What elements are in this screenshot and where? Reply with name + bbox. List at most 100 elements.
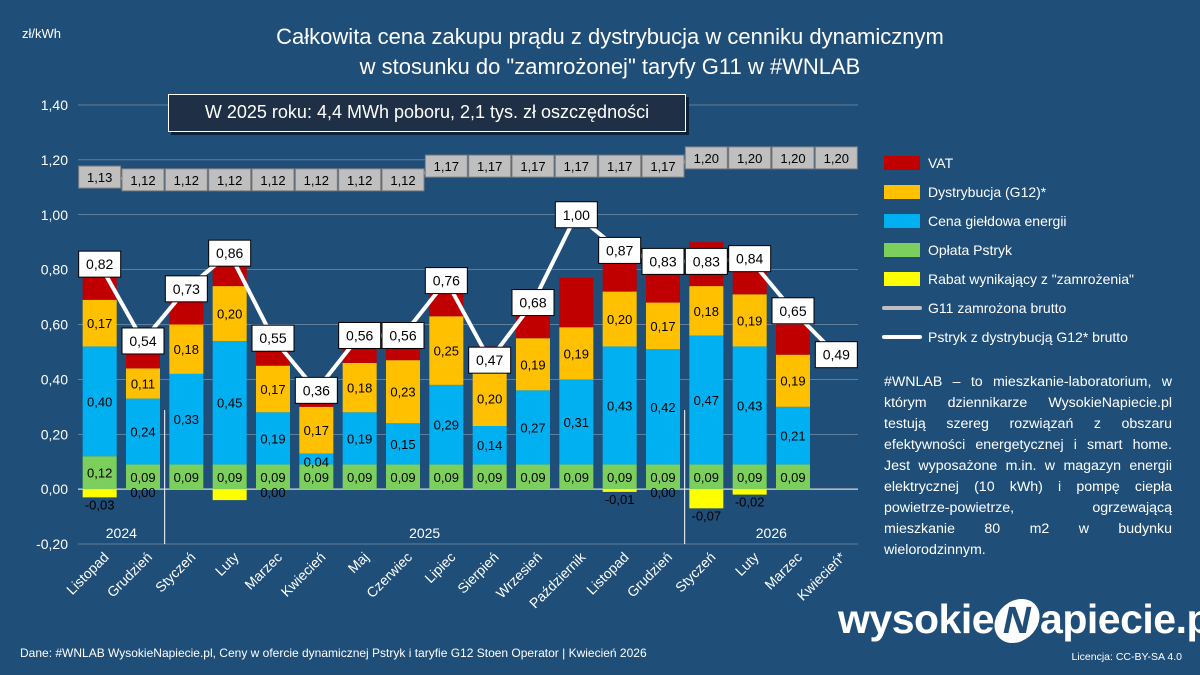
g11-value-box <box>468 154 512 178</box>
g11-value-box <box>554 154 598 178</box>
pstryk-value-label: 0,56 <box>346 327 373 343</box>
bar-segment <box>126 398 160 465</box>
data-label: 0,21 <box>780 429 805 444</box>
pstryk-value-box <box>164 275 208 303</box>
data-label: 0,09 <box>607 470 632 485</box>
pstryk-value-box <box>684 247 728 275</box>
bar-segment <box>429 464 464 490</box>
x-category-label: Luty <box>732 549 762 579</box>
g11-value-box <box>121 168 165 192</box>
pstryk-value-label: 0,49 <box>823 347 850 363</box>
legend-label: G11 zamrożona brutto <box>928 300 1066 316</box>
pstryk-value-label: 0,68 <box>519 295 546 311</box>
pstryk-value-box <box>771 297 815 325</box>
x-category-label: Luty <box>212 549 242 579</box>
x-category-label: Styczeń <box>672 549 719 596</box>
bar-segment <box>169 324 204 374</box>
g11-value-label: 1,12 <box>174 173 199 188</box>
bar-segment <box>472 426 507 465</box>
data-label: 0,09 <box>434 470 459 485</box>
bar-segment <box>82 456 117 490</box>
bar-segment <box>299 453 334 465</box>
pstryk-value-label: 0,65 <box>779 303 806 319</box>
bar-segment <box>386 464 420 490</box>
y-tick-label: 0,00 <box>41 481 68 497</box>
bar-segment <box>126 368 160 399</box>
pstryk-value-box <box>641 247 685 275</box>
pstryk-value-box <box>251 324 295 352</box>
bar-segment <box>689 464 724 490</box>
bar-segment <box>212 489 247 501</box>
pstryk-value-box <box>338 321 382 349</box>
bar-segment <box>646 349 680 465</box>
pstryk-value-box <box>814 341 858 369</box>
data-label: 0,04 <box>304 454 329 469</box>
data-label: 0,11 <box>131 376 155 391</box>
g11-value-label: 1,17 <box>520 159 545 174</box>
bar-segment <box>602 489 637 492</box>
g11-value-label: 1,20 <box>824 151 849 166</box>
data-label: 0,09 <box>390 470 415 485</box>
bar-segment <box>516 464 550 490</box>
data-label: 0,19 <box>780 374 805 389</box>
data-label: 0,09 <box>650 470 675 485</box>
bar-segment <box>299 464 334 490</box>
data-label: 0,00 <box>130 485 155 500</box>
pstryk-value-label: 0,84 <box>736 251 763 267</box>
pstryk-value-box <box>381 321 425 349</box>
g11-value-label: 1,17 <box>477 159 502 174</box>
bar-segment <box>602 464 637 490</box>
chart-title-line2: w stosunku do "zamrożonej" taryfy G11 w … <box>359 54 861 79</box>
data-label: 0,09 <box>737 470 762 485</box>
g11-value-label: 1,12 <box>390 173 415 188</box>
bar-segment <box>429 316 464 385</box>
summary-banner: W 2025 roku: 4,4 MWh poboru, 2,1 tys. zł… <box>168 94 686 132</box>
bar-segment <box>472 371 507 427</box>
legend-label: Dystrybucja (G12)* <box>928 184 1047 200</box>
legend-label: Rabat wynikający z "zamrożenia" <box>928 271 1134 287</box>
y-tick-label: 1,40 <box>41 97 68 113</box>
pstryk-value-label: 0,36 <box>303 382 330 398</box>
legend-label: Pstryk z dystrybucją G12* brutto <box>928 329 1128 345</box>
bar-segment <box>472 464 507 490</box>
data-label: 0,19 <box>260 431 285 446</box>
bar-segment <box>776 354 810 407</box>
g11-value-label: 1,12 <box>347 173 372 188</box>
bar-segment <box>342 464 377 490</box>
data-label: 0,15 <box>390 437 415 452</box>
data-label: 0,09 <box>477 470 502 485</box>
g11-value-box <box>338 168 382 192</box>
pstryk-value-label: 0,54 <box>129 333 156 349</box>
g11-value-box <box>164 168 208 192</box>
bar-segment <box>689 335 724 465</box>
bar-segment <box>689 286 724 336</box>
pstryk-value-label: 0,83 <box>649 253 676 269</box>
g11-value-box <box>294 168 338 192</box>
data-label: 0,09 <box>520 470 545 485</box>
g11-value-box <box>511 154 555 178</box>
pstryk-value-label: 0,82 <box>86 256 113 272</box>
legend-swatch <box>884 185 920 199</box>
y-tick-label: 1,20 <box>41 152 68 168</box>
pstryk-value-label: 0,76 <box>433 273 460 289</box>
data-label: 0,09 <box>304 470 329 485</box>
data-label: 0,09 <box>564 470 589 485</box>
description-paragraph: #WNLAB – to mieszkanie-laboratorium, w k… <box>884 374 1172 558</box>
chart-title-line1: Całkowita cena zakupu prądu z dystrybucj… <box>276 24 944 49</box>
data-label: 0,43 <box>607 398 632 413</box>
bar-segment <box>299 406 334 454</box>
pstryk-value-box <box>424 267 468 295</box>
data-label: 0,20 <box>477 392 502 407</box>
data-label: 0,27 <box>520 420 545 435</box>
bar-segment <box>126 464 160 490</box>
g11-value-label: 1,17 <box>434 159 459 174</box>
data-label: 0,17 <box>650 319 675 334</box>
x-category-label: Styczeń <box>152 549 199 596</box>
data-label: 0,00 <box>260 485 285 500</box>
y-tick-label: 1,00 <box>41 207 68 223</box>
pstryk-value-label: 0,83 <box>693 253 720 269</box>
pstryk-value-box <box>554 201 598 229</box>
g11-value-box <box>771 146 815 170</box>
